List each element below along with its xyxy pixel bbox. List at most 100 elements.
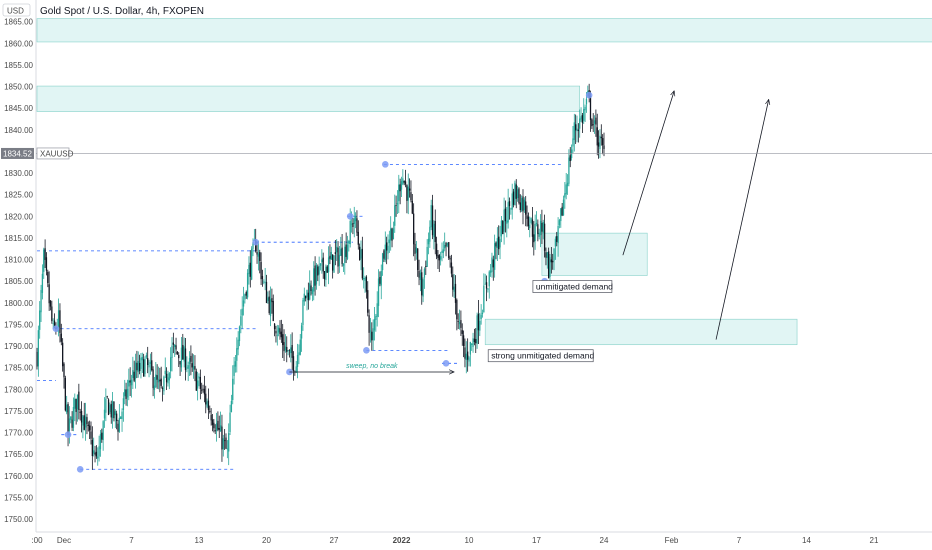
candle-body[interactable] (167, 377, 169, 384)
candle-body[interactable] (581, 115, 584, 123)
candle-body[interactable] (299, 339, 301, 355)
candle-body[interactable] (527, 216, 530, 227)
candle-body[interactable] (79, 411, 81, 413)
candle-body[interactable] (391, 228, 393, 241)
swing-point-marker[interactable] (346, 212, 354, 220)
candle-body[interactable] (576, 128, 578, 132)
candle-body[interactable] (421, 272, 423, 296)
candle-body[interactable] (128, 380, 130, 387)
candle-body[interactable] (583, 109, 585, 121)
candle-body[interactable] (210, 414, 212, 421)
candle-body[interactable] (326, 266, 328, 273)
candle-body[interactable] (488, 271, 490, 287)
candle-body[interactable] (244, 294, 246, 300)
candle-body[interactable] (411, 200, 413, 214)
candle-body[interactable] (508, 201, 511, 207)
candle-body[interactable] (192, 365, 195, 370)
candle-body[interactable] (526, 215, 528, 219)
candle-body[interactable] (325, 266, 327, 281)
candle-body[interactable] (522, 196, 524, 212)
candle-body[interactable] (461, 330, 463, 334)
candle-body[interactable] (404, 181, 407, 185)
candle-body[interactable] (431, 205, 434, 236)
candle-body[interactable] (437, 255, 439, 259)
candle-body[interactable] (468, 357, 470, 362)
candle-body[interactable] (476, 315, 478, 344)
candle-body[interactable] (242, 300, 245, 307)
candle-body[interactable] (460, 320, 462, 328)
candle-body[interactable] (589, 95, 592, 120)
candle-body[interactable] (510, 208, 512, 210)
candle-body[interactable] (376, 303, 378, 317)
candle-body[interactable] (322, 257, 324, 272)
candle-body[interactable] (269, 299, 272, 317)
supply-zone[interactable] (36, 18, 932, 43)
candle-body[interactable] (575, 124, 577, 131)
candle-body[interactable] (384, 244, 386, 261)
candle-body[interactable] (442, 249, 444, 253)
candle-body[interactable] (354, 215, 357, 222)
candle-body[interactable] (418, 270, 420, 278)
candle-body[interactable] (213, 422, 215, 429)
candle-body[interactable] (265, 281, 268, 303)
candle-body[interactable] (553, 248, 555, 261)
candle-body[interactable] (206, 401, 208, 407)
candle-body[interactable] (198, 376, 200, 379)
candle-body[interactable] (51, 306, 53, 322)
candle-body[interactable] (462, 335, 465, 346)
candle-body[interactable] (246, 272, 249, 298)
candle-body[interactable] (267, 297, 269, 301)
candle-body[interactable] (415, 247, 417, 253)
candle-body[interactable] (543, 223, 546, 251)
candle-body[interactable] (217, 420, 219, 430)
candle-body[interactable] (422, 279, 424, 297)
candle-body[interactable] (137, 360, 139, 372)
candle-body[interactable] (396, 203, 399, 205)
candle-body[interactable] (542, 222, 544, 233)
candle-body[interactable] (37, 330, 39, 367)
candle-body[interactable] (222, 438, 224, 450)
candle-body[interactable] (278, 327, 280, 333)
candle-body[interactable] (186, 367, 188, 369)
candle-body[interactable] (43, 249, 45, 272)
candle-body[interactable] (309, 283, 311, 300)
candle-body[interactable] (319, 263, 322, 266)
candle-body[interactable] (286, 346, 288, 352)
candle-body[interactable] (367, 290, 369, 313)
candle-body[interactable] (134, 362, 137, 379)
candle-body[interactable] (57, 310, 60, 328)
candle-body[interactable] (369, 330, 372, 332)
candle-body[interactable] (597, 142, 600, 147)
candle-body[interactable] (480, 314, 482, 319)
candle-body[interactable] (337, 247, 339, 267)
candle-body[interactable] (371, 331, 373, 341)
candle-body[interactable] (379, 276, 381, 284)
candle-body[interactable] (75, 398, 77, 412)
candle-body[interactable] (498, 236, 500, 250)
candle-body[interactable] (596, 127, 598, 146)
candle-body[interactable] (515, 184, 517, 199)
candle-body[interactable] (211, 419, 214, 425)
candle-body[interactable] (539, 220, 542, 236)
candle-body[interactable] (383, 250, 385, 259)
candle-body[interactable] (357, 231, 359, 245)
candle-body[interactable] (400, 181, 403, 190)
demand-zone[interactable] (541, 232, 648, 276)
candle-body[interactable] (120, 416, 122, 419)
candle-body[interactable] (201, 389, 203, 391)
candle-body[interactable] (145, 355, 147, 358)
candle-body[interactable] (251, 248, 253, 280)
candle-body[interactable] (552, 260, 554, 263)
candle-body[interactable] (234, 361, 237, 367)
candle-body[interactable] (180, 347, 183, 368)
candle-body[interactable] (485, 282, 488, 289)
candle-body[interactable] (59, 310, 61, 333)
swing-point-marker[interactable] (382, 161, 389, 168)
candle-body[interactable] (190, 355, 192, 362)
candle-body[interactable] (406, 185, 408, 201)
candle-body[interactable] (233, 364, 235, 376)
candle-body[interactable] (157, 379, 160, 383)
candle-body[interactable] (241, 308, 243, 316)
candle-body[interactable] (292, 356, 295, 372)
candle-body[interactable] (377, 278, 380, 306)
